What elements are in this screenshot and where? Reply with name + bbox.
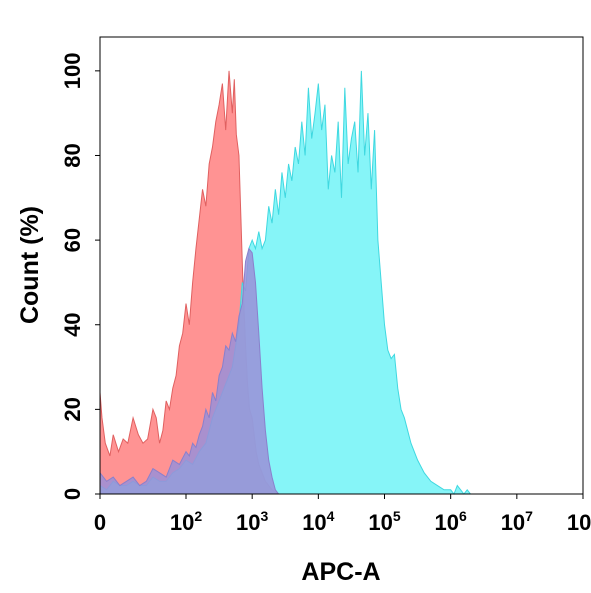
y-tick-label: 0 <box>60 488 85 500</box>
y-axis-title: Count (%) <box>16 206 44 324</box>
y-tick-label: 60 <box>60 228 85 252</box>
x-tick-label: 103 <box>236 508 268 535</box>
x-tick-label: 104 <box>302 508 334 535</box>
x-tick-label: 106 <box>435 508 467 535</box>
y-tick-label: 40 <box>60 312 85 336</box>
plot-frame <box>99 36 584 495</box>
x-tick-labels: 0 102 103 104 105 106 107 108 <box>94 494 591 535</box>
y-tick-label: 80 <box>60 143 85 167</box>
x-tick-label: 0 <box>94 510 106 535</box>
x-tick-label: 108 <box>567 508 591 535</box>
series-layer <box>99 70 478 495</box>
x-tick-label: 105 <box>368 508 400 535</box>
y-tick-label: 100 <box>60 53 85 90</box>
series-3-area <box>99 247 280 495</box>
y-tick-label: 20 <box>60 397 85 421</box>
x-axis-title: APC-A <box>301 558 380 586</box>
y-tick-labels: 0 20 40 60 80 100 <box>60 53 100 500</box>
x-tick-label: 107 <box>501 508 533 535</box>
x-tick-label: 102 <box>170 508 202 535</box>
